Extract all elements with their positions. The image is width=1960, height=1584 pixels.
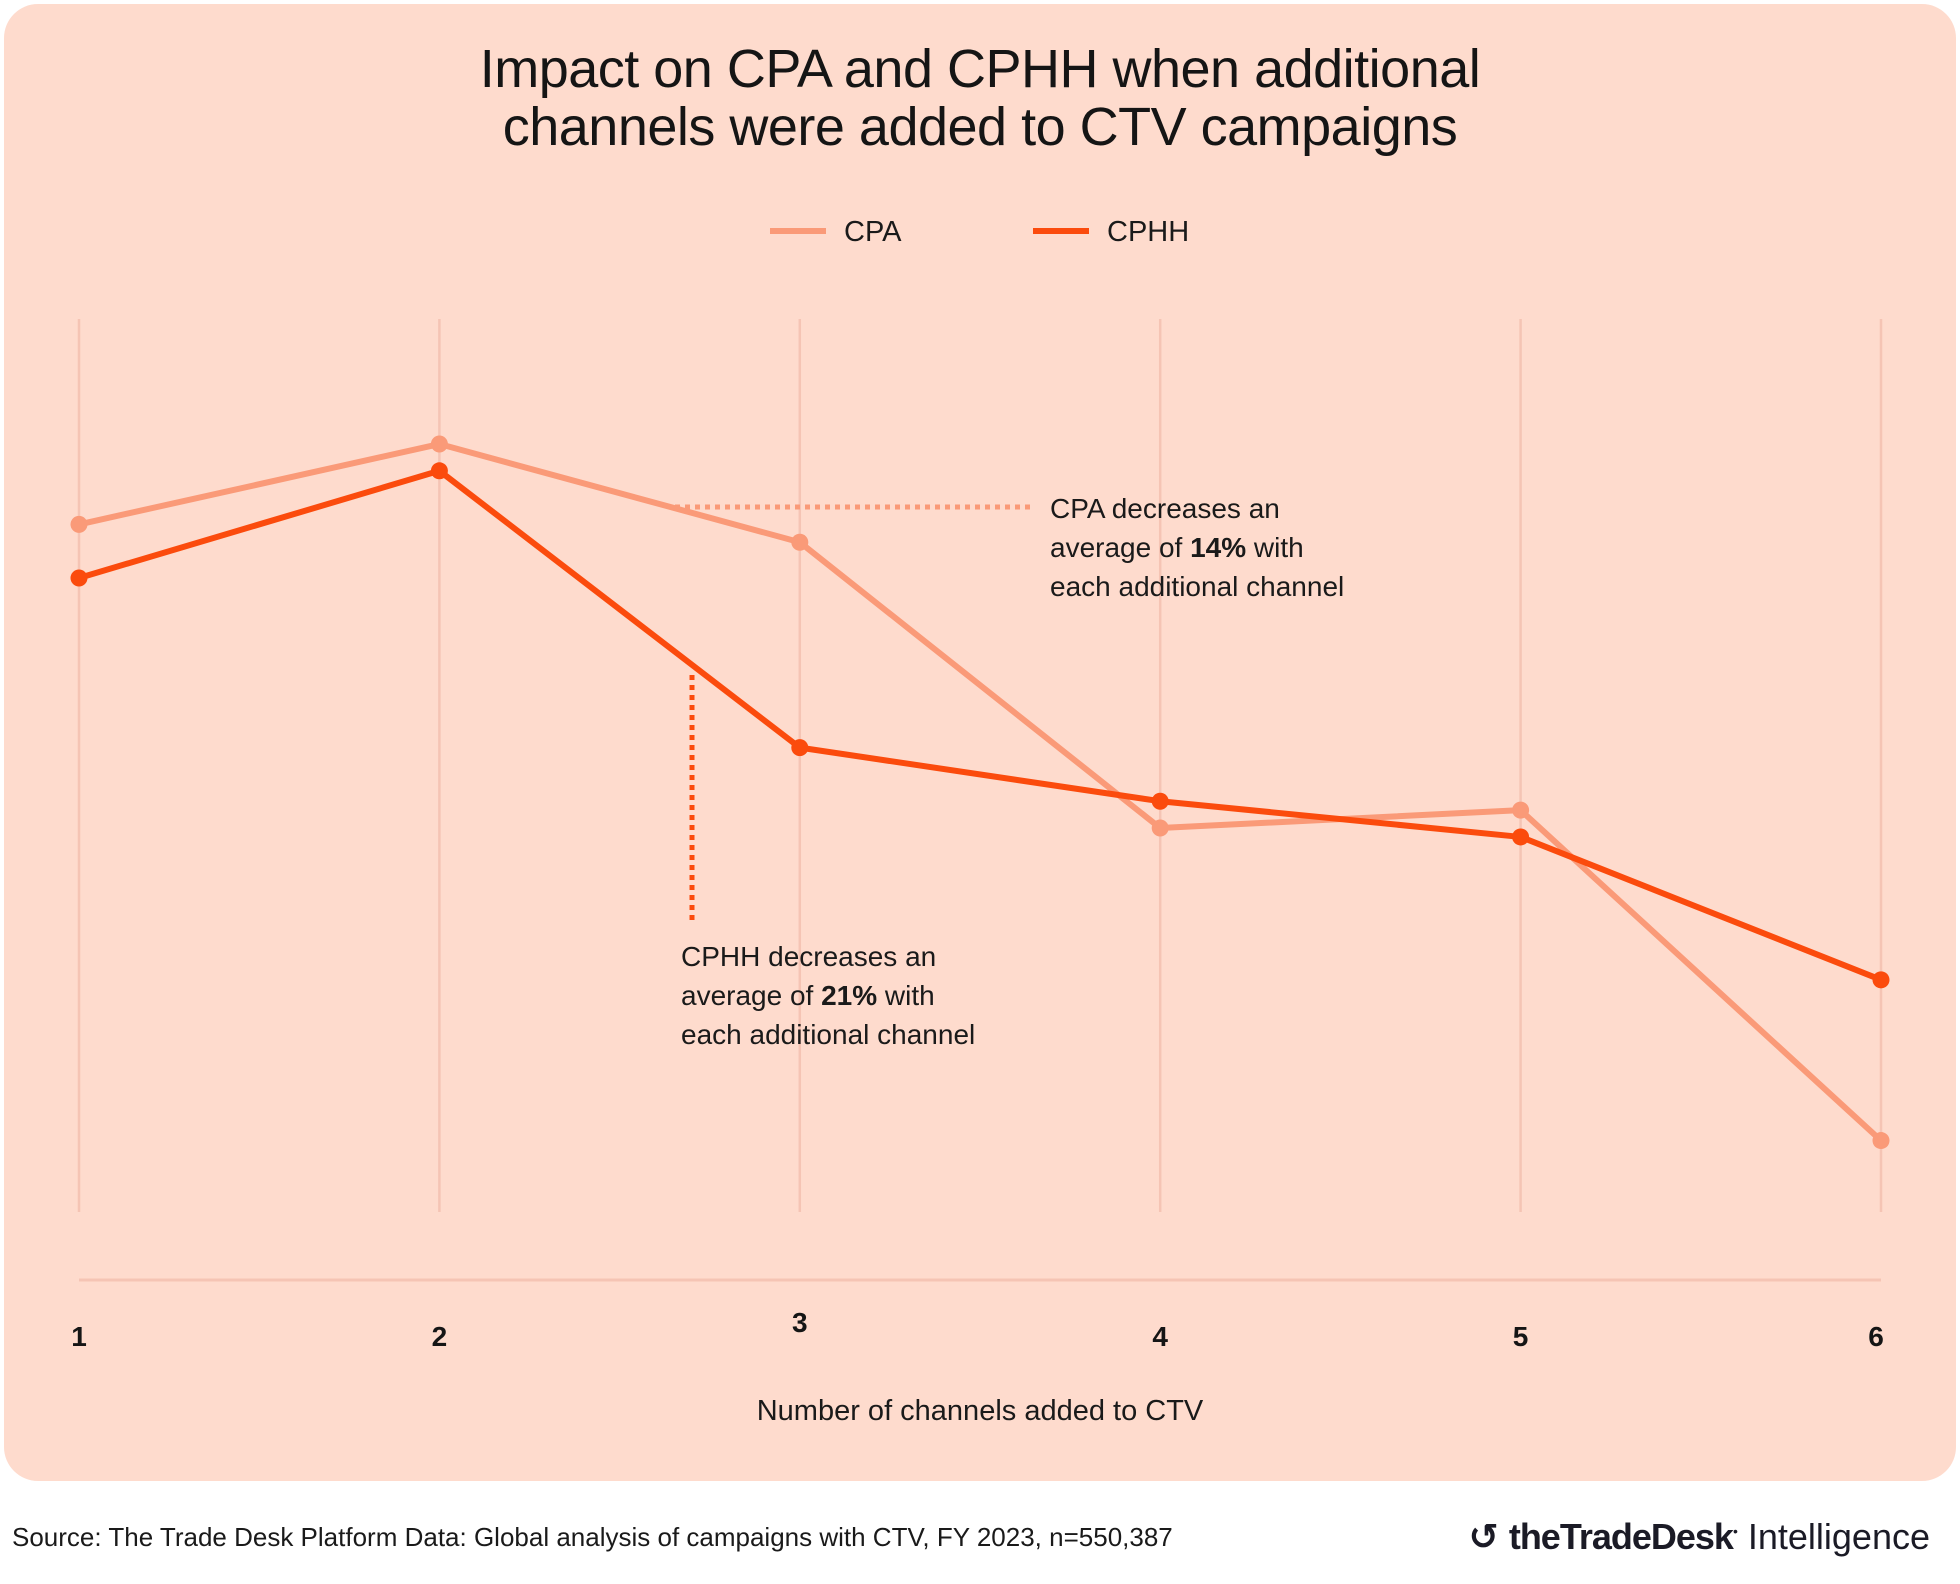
data-point-cphh bbox=[1151, 792, 1169, 810]
x-tick-label: 1 bbox=[71, 1321, 87, 1352]
x-tick-label: 5 bbox=[1513, 1321, 1529, 1352]
data-point-cpa bbox=[1872, 1132, 1890, 1150]
data-point-cphh bbox=[1512, 828, 1530, 846]
data-point-cpa bbox=[70, 515, 88, 533]
legend-label-cphh: CPHH bbox=[1107, 216, 1189, 248]
chart-title-line-1: Impact on CPA and CPHH when additional bbox=[479, 39, 1481, 99]
cphh-annotation-line: each additional channel bbox=[681, 1019, 975, 1050]
x-tick-label: 2 bbox=[432, 1321, 448, 1352]
line-chart: 1 2 3 4 5 6 Number of channels added to CTV CPA… bbox=[70, 216, 1890, 1427]
x-tick-label: 3 bbox=[792, 1307, 808, 1338]
data-point-cpa bbox=[1512, 801, 1530, 819]
x-tick-label: 6 bbox=[1868, 1321, 1884, 1352]
x-tick-label: 4 bbox=[1152, 1321, 1168, 1352]
legend-label-cpa: CPA bbox=[844, 216, 902, 248]
data-point-cphh bbox=[70, 569, 88, 587]
cpa-annotation-line: CPA decreases an bbox=[1050, 493, 1280, 524]
source-note: Source: The Trade Desk Platform Data: Gl… bbox=[12, 1522, 1173, 1552]
series-line-cphh bbox=[78, 467, 1883, 983]
data-point-cpa bbox=[1151, 819, 1169, 837]
logo: ↺ theTradeDesk• Intelligence bbox=[1468, 1516, 1930, 1557]
data-point-cphh bbox=[1872, 971, 1890, 989]
data-point-cphh bbox=[430, 462, 448, 480]
logo-mark-icon: ↺ bbox=[1468, 1516, 1499, 1557]
chart-card bbox=[4, 4, 1956, 1481]
series-line-cpa bbox=[78, 441, 1884, 1143]
cphh-annotation-line: CPHH decreases an bbox=[681, 941, 936, 972]
cphh-annotation-line: average of 21% with bbox=[681, 980, 935, 1011]
chart-title-line-2: channels were added to CTV campaigns bbox=[502, 97, 1458, 157]
x-axis-label: Number of channels added to CTV bbox=[757, 1395, 1204, 1427]
cpa-annotation-line: average of 14% with bbox=[1050, 532, 1304, 563]
logo-suffix: Intelligence bbox=[1747, 1516, 1930, 1557]
data-point-cpa bbox=[791, 533, 809, 551]
logo-brand: theTradeDesk bbox=[1508, 1516, 1734, 1557]
data-point-cpa bbox=[430, 435, 448, 453]
data-point-cphh bbox=[791, 739, 809, 757]
cpa-annotation-line: each additional channel bbox=[1050, 571, 1344, 602]
